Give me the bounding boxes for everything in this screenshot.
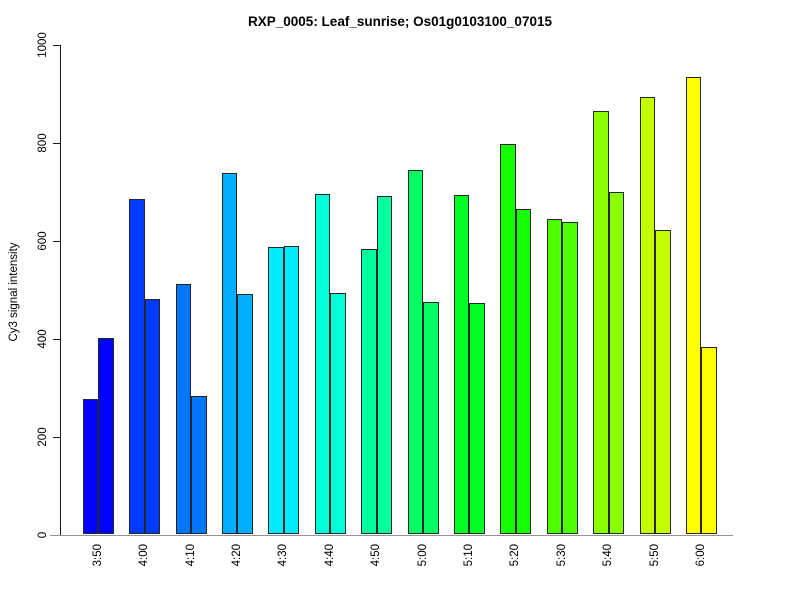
- bar-4-50-bar2: [376, 195, 393, 535]
- bar-5-00-bar2: [423, 301, 439, 535]
- x-tick-label: 4:40: [323, 544, 336, 567]
- x-tick-label: 4:20: [230, 544, 243, 567]
- bar-4-10-bar1: [175, 284, 191, 535]
- bar-5-30-bar2: [562, 221, 578, 535]
- x-tick-label: 6:00: [694, 544, 707, 567]
- x-tick-label: 4:00: [138, 544, 151, 567]
- bar-4-50-bar1: [361, 249, 377, 535]
- y-tick-label: 800: [37, 132, 49, 153]
- x-axis-baseline: [49, 534, 733, 537]
- x-tick-label: 5:10: [462, 544, 475, 567]
- y-tick-label: 600: [37, 230, 49, 251]
- y-tick: [52, 240, 60, 242]
- bar-5-10-bar1: [453, 194, 470, 535]
- y-tick-label: 200: [37, 426, 49, 447]
- bar-4-30-bar1: [268, 246, 284, 535]
- bar-5-50-bar1: [639, 97, 655, 535]
- bar-6-00-bar2: [701, 347, 717, 535]
- y-tick-label: 1000: [37, 31, 49, 58]
- x-tick-label: 4:50: [370, 544, 383, 567]
- x-tick-label: 4:30: [277, 544, 290, 567]
- x-tick-label: 5:00: [416, 544, 429, 567]
- x-tick-label: 5:20: [509, 544, 522, 567]
- y-tick-label: 400: [37, 328, 49, 349]
- bar-4-30-bar2: [283, 245, 300, 535]
- bar-4-10-bar2: [191, 395, 207, 535]
- bar-5-20-bar2: [515, 208, 532, 535]
- bar-5-10-bar2: [469, 302, 485, 535]
- bar-5-50-bar2: [655, 230, 671, 535]
- x-tick-label: 5:40: [602, 544, 615, 567]
- y-tick: [52, 44, 60, 46]
- bar-5-20-bar1: [500, 143, 516, 535]
- y-axis: [59, 44, 61, 536]
- bar-5-30-bar1: [546, 218, 563, 535]
- x-tick-label: 4:10: [184, 544, 197, 567]
- bar-4-40-bar2: [330, 293, 346, 535]
- bar-5-40-bar1: [593, 110, 609, 535]
- bar-4-00-bar2: [144, 299, 161, 535]
- bar-6-00-bar1: [685, 77, 702, 535]
- bar-5-00-bar1: [407, 169, 423, 535]
- y-tick: [52, 436, 60, 438]
- x-tick-label: 5:30: [555, 544, 568, 567]
- bar-3-50-bar2: [98, 337, 114, 535]
- x-tick-label: 5:50: [648, 544, 661, 567]
- bar-4-20-bar2: [237, 293, 253, 535]
- bar-4-20-bar1: [221, 173, 238, 535]
- bar-4-00-bar1: [129, 199, 145, 535]
- bar-5-40-bar2: [608, 192, 625, 535]
- bar-3-50-bar1: [82, 399, 99, 535]
- bar-4-40-bar1: [314, 193, 331, 535]
- y-tick: [52, 142, 60, 144]
- y-tick-label: 0: [37, 531, 49, 538]
- y-tick: [52, 338, 60, 340]
- x-tick-label: 3:50: [91, 544, 104, 567]
- chart-title: RXP_0005: Leaf_sunrise; Os01g0103100_070…: [248, 14, 552, 29]
- y-axis-label: Cy3 signal intensity: [8, 242, 20, 342]
